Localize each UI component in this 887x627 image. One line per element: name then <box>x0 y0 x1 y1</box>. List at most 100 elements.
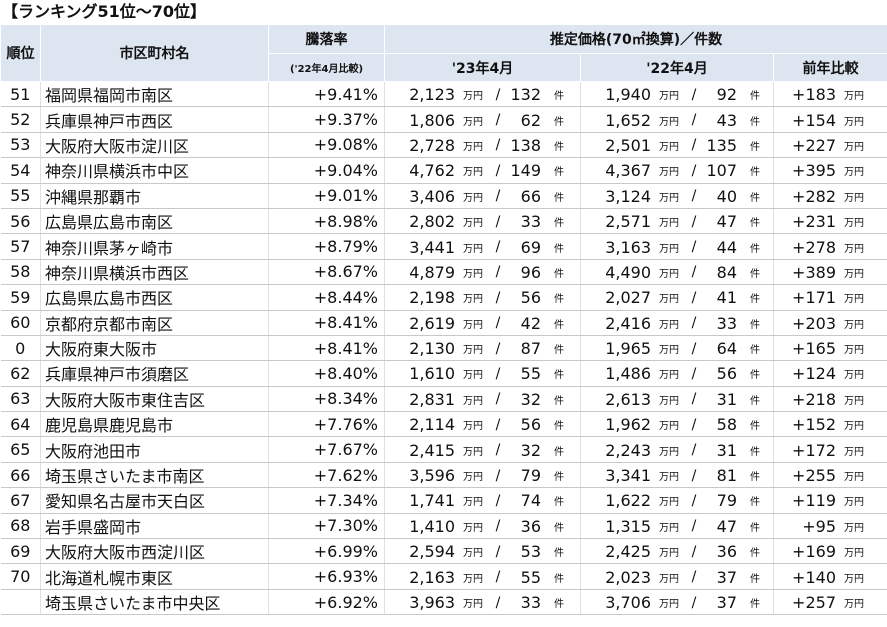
count: 32 <box>520 440 541 460</box>
rank: 60 <box>0 310 41 336</box>
unit: 件 <box>554 243 564 255</box>
row: 67 愛知県名古屋市天白区 +7.34% 1,741 万円 / 74 件 1,622 万円 / 79 件… <box>0 487 887 514</box>
unit: 万円 <box>844 573 864 585</box>
price-cell: 2,425 万円 / 36 件 <box>580 538 774 565</box>
unit: 件 <box>750 446 760 458</box>
unit: 万円 <box>844 599 864 610</box>
price-cell: 2,613 万円 / 31 件 <box>580 386 774 413</box>
unit: 件 <box>750 421 760 433</box>
unit: 万円 <box>659 319 679 331</box>
header-price: 推定価格(70㎡換算)／件数 <box>383 24 887 54</box>
unit: 件 <box>750 497 760 509</box>
row: 64 鹿児島県鹿児島市 +7.76% 2,114 万円 / 56 件 1,962 万円 / 58 件 +1… <box>0 411 887 438</box>
city-name: 京都府京都市南区 <box>40 310 269 336</box>
diff-cell: +154 万円 <box>773 106 887 133</box>
rank: 64 <box>0 411 41 438</box>
ranking-table: 順位 市区町村名 騰落率 推定価格(70㎡換算)／件数 ('22年4月比較) '… <box>0 24 887 616</box>
row: 62 兵庫県神戸市須磨区 +8.40% 1,610 万円 / 55 件 1,486 万円 / 56 件 +… <box>0 360 887 387</box>
city-name: 広島県広島市南区 <box>40 208 269 235</box>
unit: 万円 <box>844 497 864 509</box>
city-name: 大阪府東大阪市 <box>40 335 269 362</box>
row: 68 岩手県盛岡市 +7.30% 1,410 万円 / 36 件 1,315 万円 / 47 件 +95 万… <box>0 513 887 540</box>
price-cell: 4,879 万円 / 96 件 <box>384 259 581 286</box>
unit: 万円 <box>463 421 483 433</box>
unit: 万円 <box>659 192 679 204</box>
diff-cell: +169 万円 <box>773 538 887 565</box>
rank: 52 <box>0 106 41 133</box>
diff: +183 <box>792 85 836 105</box>
unit: 件 <box>750 370 760 382</box>
unit: 件 <box>554 421 564 433</box>
rank: 62 <box>0 360 41 387</box>
diff: +227 <box>792 135 836 155</box>
rate: +8.44% <box>268 284 385 311</box>
count: 40 <box>716 186 737 206</box>
price: 3,963 <box>409 593 455 612</box>
rank: 67 <box>0 487 41 514</box>
diff: +231 <box>792 212 836 232</box>
rate: +8.79% <box>268 233 385 260</box>
unit: 件 <box>750 522 760 534</box>
rate: +9.41% <box>268 81 385 108</box>
count: 62 <box>520 110 541 130</box>
rank: 68 <box>0 513 41 540</box>
count: 53 <box>520 542 541 562</box>
diff-cell: +282 万円 <box>773 183 887 209</box>
separator: / <box>495 594 501 611</box>
row: 66 埼玉県さいたま市南区 +7.62% 3,596 万円 / 79 件 3,341 万円 / 81 件… <box>0 462 887 489</box>
city-name: 埼玉県さいたま市南区 <box>40 462 269 489</box>
price-cell: 1,622 万円 / 79 件 <box>580 487 774 514</box>
unit: 万円 <box>844 243 864 255</box>
row: 58 神奈川県横浜市西区 +8.67% 4,879 万円 / 96 件 4,490 万円 / 84 件 +… <box>0 259 887 286</box>
price-cell: 1,410 万円 / 36 件 <box>384 513 581 540</box>
rank: 54 <box>0 157 41 184</box>
unit: 件 <box>554 548 564 560</box>
price: 2,114 <box>409 415 455 435</box>
price: 1,622 <box>605 491 651 511</box>
price: 2,831 <box>409 389 455 409</box>
unit: 件 <box>750 294 760 306</box>
unit: 万円 <box>844 472 864 484</box>
price-cell: 2,831 万円 / 32 件 <box>384 386 581 413</box>
diff: +395 <box>792 161 836 181</box>
separator: / <box>495 543 501 560</box>
unit: 万円 <box>463 116 483 128</box>
unit: 件 <box>554 497 564 509</box>
price-cell: 2,802 万円 / 33 件 <box>384 208 581 235</box>
unit: 万円 <box>844 370 864 382</box>
unit: 件 <box>554 192 564 204</box>
price: 2,425 <box>605 542 651 562</box>
unit: 万円 <box>844 548 864 560</box>
price-cell: 2,198 万円 / 56 件 <box>384 284 581 311</box>
count: 58 <box>716 415 737 435</box>
row: 53 大阪府大阪市淀川区 +9.08% 2,728 万円 / 138 件 2,501 万円 / 135… <box>0 132 887 159</box>
separator: / <box>691 492 697 509</box>
price: 2,123 <box>409 85 455 105</box>
separator: / <box>691 315 697 332</box>
rate: +7.30% <box>268 513 385 540</box>
price: 1,962 <box>605 415 651 435</box>
separator: / <box>495 137 501 154</box>
city-name: 福岡県福岡市南区 <box>40 81 269 108</box>
rate: +9.01% <box>268 183 385 209</box>
separator: / <box>691 137 697 154</box>
unit: 万円 <box>844 192 864 204</box>
unit: 件 <box>750 141 760 153</box>
price: 1,652 <box>605 110 651 130</box>
separator: / <box>691 213 697 230</box>
separator: / <box>495 213 501 230</box>
rank: 63 <box>0 386 41 413</box>
separator: / <box>495 340 501 357</box>
count: 135 <box>706 135 737 155</box>
unit: 件 <box>750 218 760 230</box>
diff-cell: +218 万円 <box>773 386 887 413</box>
price-cell: 4,762 万円 / 149 件 <box>384 157 581 184</box>
unit: 万円 <box>659 573 679 585</box>
separator: / <box>495 86 501 103</box>
count: 87 <box>520 339 541 359</box>
unit: 万円 <box>844 294 864 306</box>
separator: / <box>691 239 697 256</box>
unit: 万円 <box>844 268 864 280</box>
unit: 件 <box>750 116 760 128</box>
price-cell: 4,490 万円 / 84 件 <box>580 259 774 286</box>
